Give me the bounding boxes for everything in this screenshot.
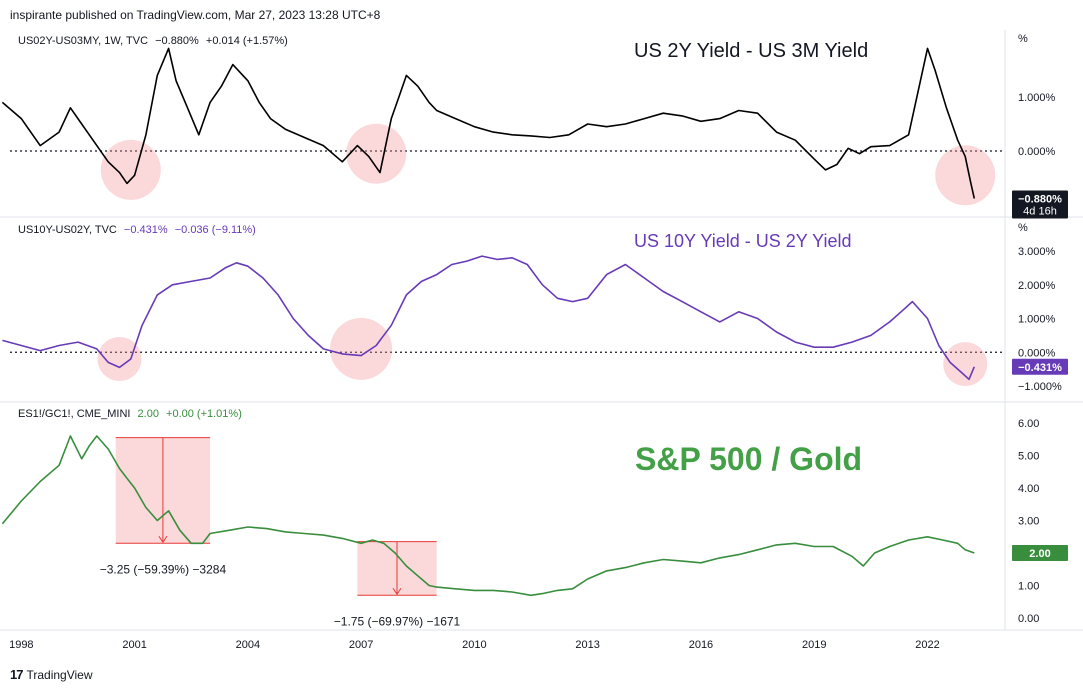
y-tick-label: 1.000%	[1018, 92, 1056, 104]
pane3-title: S&P 500 / Gold	[635, 441, 863, 477]
y-tick-label: 1.00	[1018, 581, 1039, 593]
pane1-title: US 2Y Yield - US 3M Yield	[634, 40, 869, 62]
x-tick-label: 2013	[575, 639, 599, 651]
inversion-highlight-circle	[346, 123, 407, 184]
y-tick-label: 6.00	[1018, 418, 1039, 430]
pane1-symbol: US02Y-US03MY, 1W, TVC	[18, 35, 149, 47]
x-tick-label: 1998	[9, 639, 33, 651]
grid-layer	[0, 30, 1083, 631]
tradingview-logo-icon: 17	[10, 667, 24, 682]
y-tick-label: 3.00	[1018, 516, 1039, 528]
y-tick-label: 3.000%	[1018, 246, 1056, 258]
inversion-highlight-circle	[935, 145, 996, 206]
inversion-highlight-circle	[97, 337, 142, 381]
last-value-badge-text: 2.00	[1029, 548, 1050, 560]
pane1-change: +0.014 (+1.57%)	[205, 35, 288, 47]
pane2-change: −0.036 (−9.11%)	[174, 224, 256, 236]
tradingview-brand: TradingView	[26, 667, 93, 682]
y-tick-label: 4.00	[1018, 483, 1039, 495]
series-layer	[1, 47, 976, 597]
y-tick-label: 1.000%	[1018, 314, 1056, 326]
x-tick-label: 2001	[122, 639, 146, 651]
last-value-badge	[1012, 358, 1068, 375]
pane3-legend[interactable]: ES1!/GC1!, CME_MINI 2.00 +0.00 (+1.01%)	[18, 408, 242, 420]
pane2-title: US 10Y Yield - US 2Y Yield	[634, 231, 852, 251]
x-tick-label: 2019	[802, 639, 826, 651]
drawdown-label: −1.75 (−69.97%) −1671	[334, 614, 461, 628]
pane1-last-value: −0.880%	[155, 35, 199, 47]
pane2-legend[interactable]: US10Y-US02Y, TVC −0.431% −0.036 (−9.11%)	[18, 224, 256, 236]
series-line-ES1!/GC1!	[1, 435, 975, 597]
last-value-badge-countdown: 4d 16h	[1023, 206, 1057, 218]
highlight-layer: −3.25 (−59.39%) −3284 −1.75 (−69.97%) −16…	[97, 123, 996, 628]
pane2-last-value: −0.431%	[123, 224, 168, 236]
inversion-highlight-circle	[330, 317, 393, 380]
y-tick-label: 0.00	[1018, 613, 1039, 625]
pane1-legend[interactable]: US02Y-US03MY, 1W, TVC −0.880% +0.014 (+1…	[18, 35, 288, 47]
pane3-symbol: ES1!/GC1!, CME_MINI	[18, 408, 131, 420]
y-tick-label: −1.000%	[1018, 381, 1062, 393]
pane2-symbol: US10Y-US02Y, TVC	[18, 224, 117, 236]
y-tick-label: 0.000%	[1018, 146, 1056, 158]
x-tick-label: 2016	[689, 639, 713, 651]
x-tick-label: 2004	[236, 639, 260, 651]
x-tick-label: 2010	[462, 639, 486, 651]
x-tick-label: 2007	[349, 639, 373, 651]
pane3-last-value: 2.00	[137, 408, 159, 420]
last-value-badge	[1012, 190, 1068, 219]
y-tick-label: 5.00	[1018, 451, 1039, 463]
x-tick-label: 2022	[915, 639, 939, 651]
tradingview-footer[interactable]: 17 TradingView	[10, 667, 93, 682]
y-tick-label: 2.000%	[1018, 280, 1056, 292]
last-value-badge-text: −0.880%	[1018, 194, 1062, 206]
last-value-badge	[1012, 545, 1068, 561]
inversion-highlight-circle	[100, 139, 161, 200]
drawdown-arrow-head	[158, 535, 168, 544]
drawdown-arrow-head	[392, 587, 402, 596]
unit-label: %	[1018, 222, 1028, 234]
pane3-change: +0.00 (+1.01%)	[166, 408, 242, 420]
series-line-US10Y-US02Y	[2, 255, 976, 381]
y-tick-label: 0.000%	[1018, 347, 1056, 359]
axis-layer: %% 0.000% 1.000% −1.000% 0.000% 1.000% 2.000% 3…	[9, 33, 1068, 651]
unit-label: %	[1018, 33, 1028, 45]
last-value-badge-text: −0.431%	[1018, 362, 1062, 374]
inversion-highlight-circle	[943, 342, 988, 387]
series-line-US02Y-US03MY	[1, 47, 976, 199]
publish-header: inspirante published on TradingView.com,…	[10, 8, 381, 22]
drawdown-label: −3.25 (−59.39%) −3284	[100, 562, 227, 576]
